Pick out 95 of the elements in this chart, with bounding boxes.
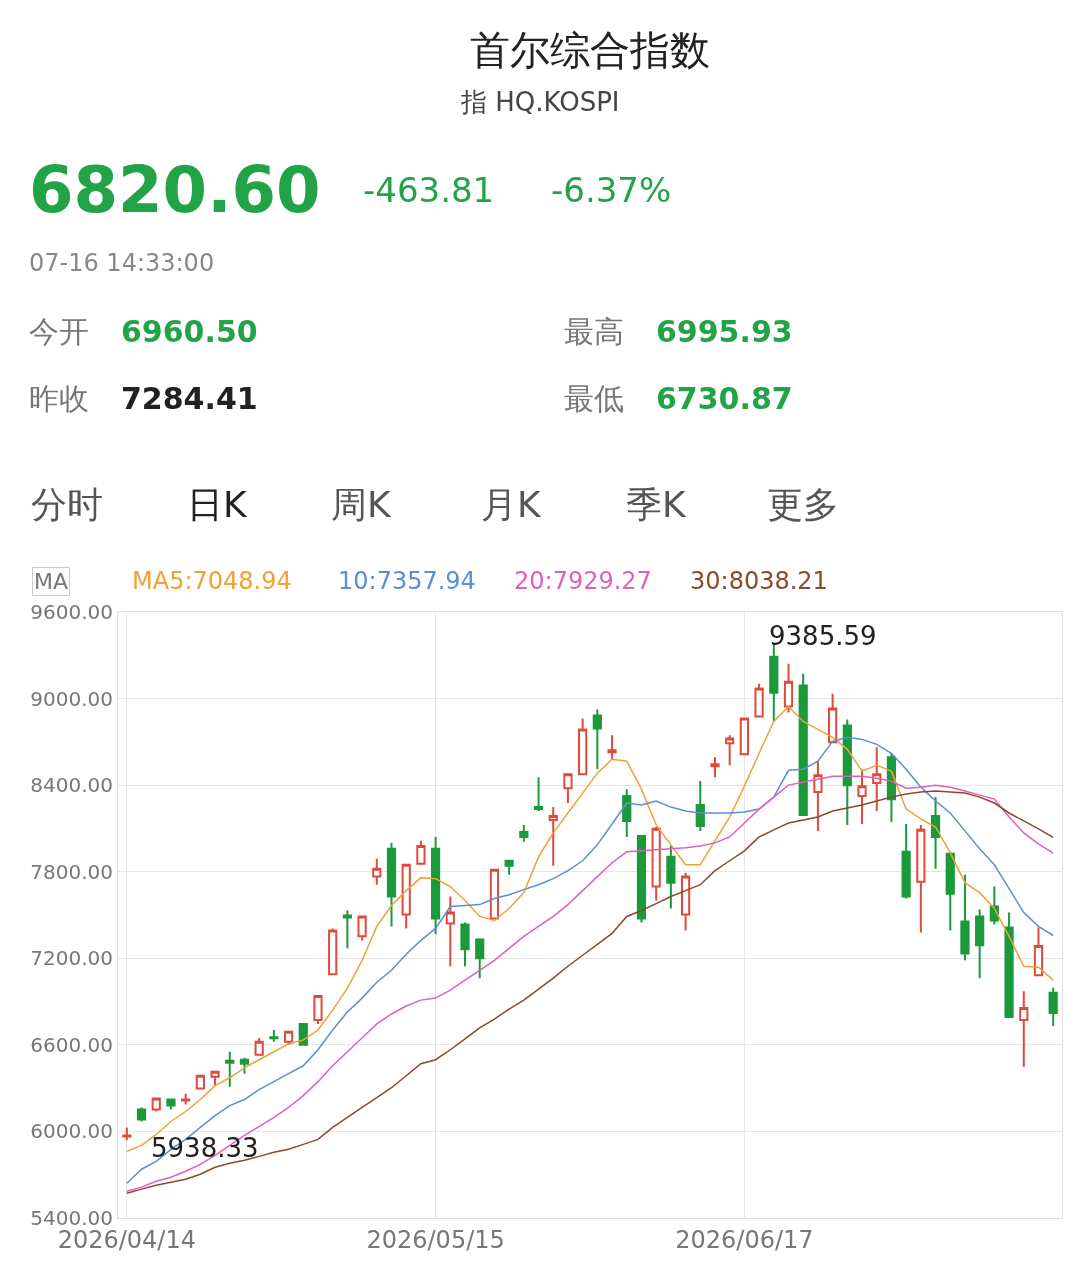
- candlestick: [475, 937, 485, 980]
- candlestick: [857, 768, 867, 825]
- candlestick: [578, 717, 588, 777]
- candlestick: [754, 682, 764, 719]
- text: 6730.87: [656, 381, 793, 416]
- candlestick: [283, 1029, 294, 1046]
- y-tick-label: 9000.00: [30, 686, 113, 711]
- candlestick: [519, 823, 529, 843]
- y-tick-label: 9600.00: [30, 600, 113, 624]
- text: 月K: [481, 484, 542, 525]
- candlestick: [401, 862, 411, 930]
- y-tick-label: 6000.00: [30, 1119, 113, 1144]
- text: 6960.50: [121, 314, 258, 349]
- text: 更多: [767, 484, 839, 525]
- text: 07-16 14:33:00: [29, 249, 215, 277]
- text: -463.81: [363, 170, 495, 210]
- candlestick: [166, 1097, 176, 1111]
- candlestick: [460, 921, 470, 968]
- candlestick: [842, 718, 852, 826]
- candlestick: [592, 708, 602, 771]
- candlestick: [622, 788, 632, 838]
- y-tick-label: 6600.00: [30, 1032, 113, 1057]
- candlestick: [710, 756, 720, 779]
- text: 30:8038.21: [690, 567, 828, 595]
- candlestick: [181, 1092, 191, 1106]
- candlestick: [504, 858, 514, 876]
- candlestick: [372, 857, 382, 886]
- candlestick: [445, 895, 455, 968]
- text: 10:7357.94: [338, 567, 476, 595]
- text: 20:7929.27: [514, 567, 652, 595]
- candlestick: [313, 994, 323, 1025]
- text: 6820.60: [29, 153, 321, 227]
- text: MA5:7048.94: [132, 567, 292, 595]
- text: MA: [34, 569, 69, 594]
- candlestick: [739, 716, 749, 757]
- candlestick: [930, 796, 941, 870]
- candlestick: [666, 844, 676, 910]
- candlestick: [210, 1069, 220, 1087]
- candlestick: [489, 867, 500, 921]
- text: 最高: [564, 314, 624, 349]
- x-tick-label: 2026/06/17: [675, 1225, 814, 1254]
- candlestick: [1019, 990, 1029, 1068]
- candlestick: [872, 746, 882, 812]
- candlestick: [960, 873, 970, 962]
- candlestick: [533, 776, 544, 812]
- candlestick: [342, 909, 352, 950]
- candlestick: [1048, 986, 1058, 1027]
- x-tick-label: 2026/05/15: [366, 1225, 505, 1254]
- candlestick: [798, 672, 808, 818]
- candlestick: [328, 927, 338, 977]
- candlestick: [548, 806, 558, 867]
- candlestick: [416, 839, 426, 866]
- candlestick: [225, 1050, 235, 1088]
- candlestick: [813, 760, 823, 832]
- text: 周K: [331, 484, 392, 525]
- text: 日K: [187, 484, 248, 525]
- candlestick: [239, 1056, 250, 1075]
- candlestick: [901, 822, 911, 900]
- candlestick: [607, 734, 617, 761]
- y-tick-label: 8400.00: [30, 773, 113, 798]
- text: 季K: [626, 484, 687, 525]
- candlestick: [945, 850, 955, 932]
- y-tick-label: 7200.00: [30, 946, 113, 971]
- candlestick: [916, 823, 926, 934]
- candlestick: [636, 833, 647, 924]
- candlestick: [783, 662, 794, 714]
- candlestick: [195, 1073, 205, 1091]
- candlestick: [1004, 911, 1014, 1020]
- text: -6.37%: [551, 170, 672, 210]
- annotation: 9385.59: [769, 621, 877, 651]
- candlestick: [680, 871, 691, 932]
- candlestick: [269, 1029, 279, 1043]
- candlestick: [122, 1126, 132, 1142]
- chart-subtitle: 指 HQ.KOSPI: [460, 87, 620, 117]
- candlestick: [357, 914, 367, 942]
- candlestick: [136, 1106, 147, 1123]
- candlestick: [695, 780, 705, 832]
- candlestick: [254, 1036, 264, 1057]
- candlestick: [975, 908, 985, 980]
- candlestick: [151, 1096, 161, 1113]
- text: 昨收: [29, 381, 89, 416]
- y-tick-label: 7800.00: [30, 859, 113, 884]
- candlestick: [563, 772, 573, 805]
- text: 6995.93: [656, 314, 793, 349]
- text: 分时: [31, 484, 103, 525]
- text: 7284.41: [121, 381, 258, 416]
- text: 今开: [29, 314, 89, 349]
- chart-title: 首尔综合指数: [470, 27, 710, 73]
- candlestick: [1033, 926, 1044, 978]
- text: 最低: [564, 381, 624, 416]
- candlestick: [651, 825, 661, 902]
- candlestick: [725, 734, 735, 767]
- candlestick: [386, 841, 397, 928]
- candlestick: [431, 835, 441, 936]
- candlestick: [828, 692, 838, 745]
